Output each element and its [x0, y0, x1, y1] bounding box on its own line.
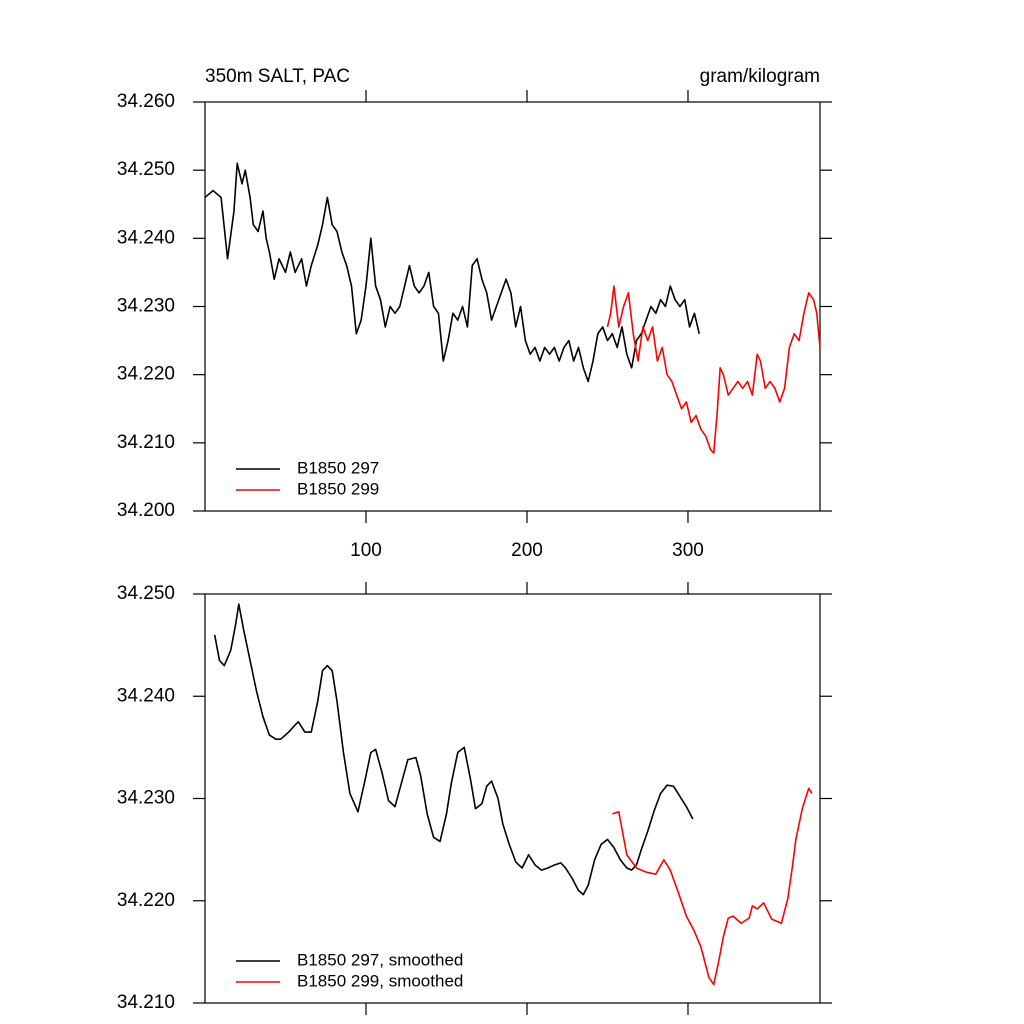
y-tick-label: 34.260 — [117, 91, 175, 112]
y-tick-label: 34.210 — [117, 432, 175, 453]
data-line — [612, 787, 813, 986]
chart-title: 350m SALT, PAC — [205, 66, 350, 87]
y-tick-label: 34.230 — [117, 788, 175, 809]
y-tick-label: 34.220 — [117, 364, 175, 385]
y-tick-label: 34.200 — [117, 500, 175, 521]
y-tick-label: 34.240 — [117, 685, 175, 706]
x-tick-label: 100 — [350, 540, 382, 561]
data-line — [606, 285, 821, 454]
legend-label: B1850 299, smoothed — [297, 971, 463, 990]
x-tick-label: 200 — [511, 540, 543, 561]
y-tick-label: 34.210 — [117, 992, 175, 1013]
y-tick-label: 34.250 — [117, 159, 175, 180]
units-label: gram/kilogram — [700, 66, 820, 87]
legend-label: B1850 297 — [297, 458, 379, 477]
legend-label: B1850 297, smoothed — [297, 950, 463, 969]
plot-frame — [204, 593, 821, 1004]
y-tick-label: 34.220 — [117, 890, 175, 911]
y-tick-label: 34.240 — [117, 227, 175, 248]
y-tick-label: 34.230 — [117, 296, 175, 317]
x-tick-label: 300 — [672, 540, 704, 561]
legend-label: B1850 299 — [297, 479, 379, 498]
y-tick-label: 34.250 — [117, 583, 175, 604]
data-line — [204, 162, 701, 383]
data-line — [213, 603, 694, 896]
